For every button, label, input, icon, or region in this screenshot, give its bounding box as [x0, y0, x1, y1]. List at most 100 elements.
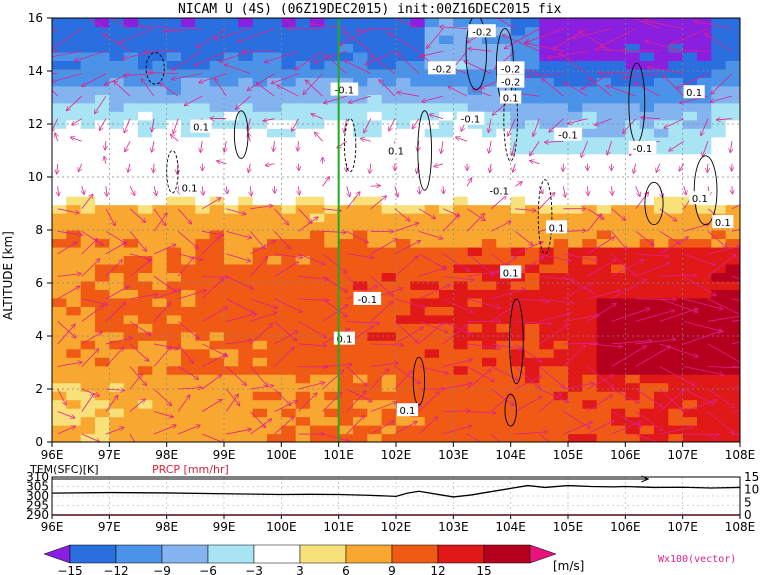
field-cell: [668, 382, 684, 392]
field-cell: [267, 221, 282, 231]
field-cell: [639, 391, 655, 401]
field-cell: [195, 374, 211, 384]
field-cell: [596, 297, 612, 307]
field-cell: [625, 34, 641, 45]
field-cell: [697, 51, 712, 61]
field-cell: [338, 391, 354, 401]
field-cell: [467, 196, 483, 206]
field-cell: [611, 85, 626, 95]
wind-vector: [659, 237, 688, 255]
field-cell: [496, 145, 512, 155]
field-cell: [482, 255, 497, 265]
field-cell: [367, 102, 383, 112]
field-cell: [252, 51, 268, 61]
field-cell: [453, 357, 469, 367]
wind-vector: [412, 118, 420, 129]
field-cell: [682, 60, 698, 70]
field-cell: [639, 170, 655, 180]
wind-vector: [153, 213, 167, 232]
wind-vector: [322, 231, 346, 232]
field-cell: [181, 51, 196, 61]
field-cell: [80, 34, 96, 45]
field-cell: [310, 60, 325, 70]
field-cell: [123, 230, 139, 240]
field-cell: [410, 357, 426, 367]
field-cell: [66, 221, 82, 231]
field-cell: [295, 408, 311, 418]
field-cell: [381, 34, 397, 45]
field-cell: [353, 145, 368, 155]
wind-vector: [57, 388, 66, 405]
field-cell: [52, 297, 67, 307]
field-cell: [138, 425, 153, 435]
field-cell: [95, 314, 110, 324]
field-cell: [95, 153, 110, 163]
field-cell: [195, 306, 211, 316]
field-cell: [52, 289, 67, 299]
field-cell: [95, 230, 110, 240]
wind-vector: [635, 263, 669, 277]
wind-vector: [129, 260, 151, 277]
field-cell: [181, 416, 196, 426]
field-cell: [639, 425, 655, 435]
wind-vector: [683, 366, 723, 374]
field-cell: [209, 399, 225, 409]
field-cell: [424, 289, 440, 299]
wind-vector: [676, 73, 709, 89]
field-cell: [682, 331, 698, 341]
field-cell: [324, 246, 340, 257]
field-cell: [224, 18, 239, 28]
field-cell: [80, 221, 96, 231]
field-cell: [109, 340, 125, 350]
field-cell: [338, 230, 354, 240]
field-cell: [654, 26, 669, 36]
wind-vector: [530, 161, 540, 164]
field-cell: [510, 111, 526, 121]
field-cell: [367, 391, 383, 401]
field-cell: [424, 187, 440, 197]
wind-vector: [322, 276, 348, 292]
field-cell: [625, 425, 641, 435]
sub-x-tick-label: 102E: [381, 520, 412, 534]
field-cell: [711, 60, 727, 70]
field-cell: [224, 94, 239, 104]
field-cell: [711, 238, 727, 248]
colorbar-swatch: [483, 544, 531, 564]
field-cell: [496, 280, 512, 290]
field-cell: [123, 77, 139, 87]
wind-vector: [81, 349, 99, 367]
field-cell: [697, 34, 712, 45]
field-cell: [424, 18, 440, 28]
field-cell: [381, 170, 397, 180]
field-cell: [510, 365, 526, 375]
field-cell: [654, 85, 669, 95]
field-cell: [654, 246, 669, 257]
field-cell: [496, 221, 512, 231]
wind-vector: [248, 163, 250, 172]
field-cell: [396, 255, 411, 265]
wind-vector: [86, 18, 107, 29]
field-cell: [568, 136, 583, 146]
field-cell: [324, 306, 340, 316]
field-cell: [52, 18, 67, 28]
contour-label-text: 0.1: [336, 335, 352, 346]
field-cell: [496, 204, 512, 214]
field-cell: [181, 272, 196, 282]
field-cell: [252, 263, 268, 273]
field-cell: [625, 94, 641, 104]
field-cell: [95, 374, 110, 384]
contour-label: -0.1: [628, 140, 657, 155]
field-cell: [697, 425, 712, 435]
field-cell: [510, 221, 526, 231]
field-cell: [711, 204, 727, 214]
field-cell: [697, 238, 712, 248]
field-cell: [496, 391, 512, 401]
field-cell: [453, 331, 469, 341]
field-cell: [95, 340, 110, 350]
field-cell: [252, 94, 268, 104]
field-cell: [195, 297, 211, 307]
sub-x-tick-label: 108E: [725, 520, 756, 534]
field-cell: [496, 128, 512, 138]
wind-vector: [545, 141, 564, 142]
field-cell: [453, 18, 469, 28]
